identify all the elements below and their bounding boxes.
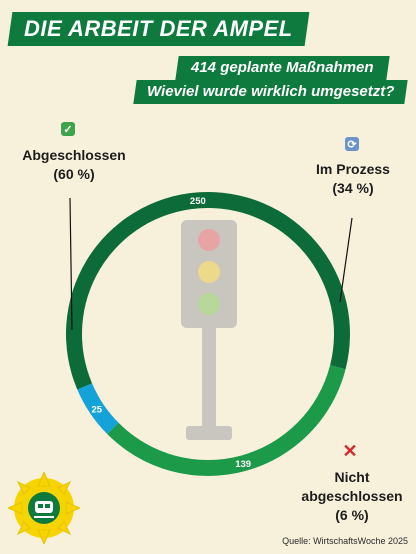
slice-open bbox=[77, 383, 119, 435]
refresh-icon: ⟳ bbox=[345, 137, 359, 151]
label-done-name: Abgeschlossen bbox=[22, 147, 126, 163]
source-note: Quelle: WirtschaftsWoche 2025 bbox=[282, 536, 408, 546]
label-open-name-2: abgeschlossen bbox=[301, 488, 403, 504]
legend-label-done: Abgeschlossen (60 %) bbox=[14, 146, 134, 184]
traffic-light-icon bbox=[181, 220, 237, 440]
slice-open-value-label: 25 bbox=[92, 404, 103, 415]
label-progress-name: Im Prozess bbox=[316, 161, 390, 177]
cross-icon: ✕ bbox=[342, 440, 358, 461]
value-labels: 250 139 25 bbox=[92, 196, 252, 470]
slice-done-value-label: 250 bbox=[190, 196, 206, 207]
leader-line-progress bbox=[339, 217, 353, 303]
label-open-percent: (6 %) bbox=[335, 507, 369, 523]
label-done-percent: (60 %) bbox=[53, 166, 95, 182]
slice-progress bbox=[107, 365, 346, 476]
donut-slices bbox=[66, 192, 351, 476]
leader-line-done bbox=[69, 197, 73, 331]
legend-label-open: Nicht abgeschlossen (6 %) bbox=[296, 468, 408, 525]
legend-label-progress: Im Prozess (34 %) bbox=[298, 160, 408, 198]
check-icon: ✓ bbox=[61, 122, 75, 136]
slice-progress-value-label: 139 bbox=[235, 459, 251, 470]
label-progress-percent: (34 %) bbox=[332, 180, 374, 196]
label-open-name-1: Nicht bbox=[334, 469, 370, 485]
sunflower-train-logo bbox=[8, 472, 80, 544]
